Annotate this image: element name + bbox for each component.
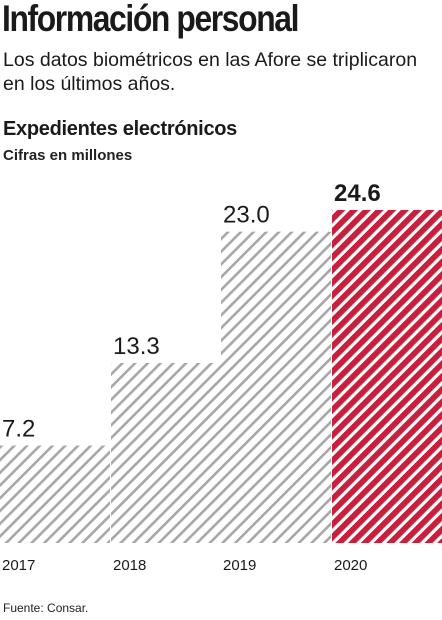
chart-title: Expedientes electrónicos — [3, 118, 238, 140]
value-label-2018: 13.3 — [113, 333, 160, 360]
source-note: Fuente: Consar. — [3, 601, 89, 615]
tick-label-2017: 2017 — [2, 557, 35, 574]
bar-2019 — [221, 231, 331, 543]
bar-2017 — [0, 445, 110, 543]
tick-label-2019: 2019 — [223, 557, 256, 574]
tick-label-2020: 2020 — [334, 557, 367, 574]
value-label-2017: 7.2 — [2, 416, 35, 443]
value-label-2020: 24.6 — [334, 180, 381, 207]
value-label-2019: 23.0 — [223, 202, 270, 229]
page-title: Información personal — [2, 0, 299, 39]
chart-subtitle: Cifras en millones — [3, 147, 133, 164]
page-subtitle: Los datos biométricos en las Afore se tr… — [3, 49, 418, 95]
bar-2018 — [111, 362, 221, 543]
tick-label-2018: 2018 — [113, 557, 146, 574]
bar-2020 — [332, 210, 442, 543]
bars-layer: 7.2 2017 13.3 2018 23.0 2019 24.6 2020 — [0, 180, 442, 574]
